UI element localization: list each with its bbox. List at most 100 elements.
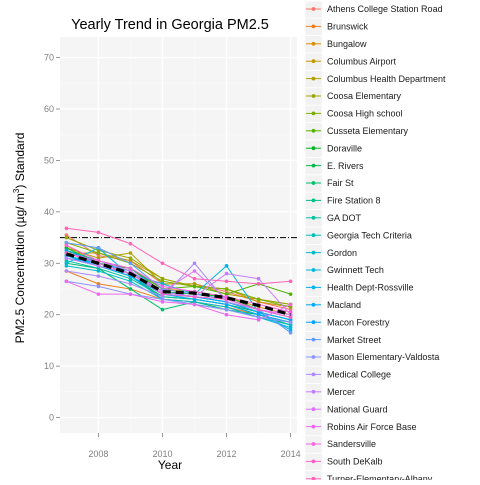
x-tick-label: 2008 [88,449,108,459]
y-tick-label: 0 [49,413,54,423]
data-point [288,320,293,325]
mean-trend-line [65,252,292,317]
y-axis-label-superscript: 3 [12,188,21,193]
x-tick-label: 2010 [152,449,172,459]
legend-label: South DeKalb [327,457,383,467]
axis-tick-labels: 0 10 20 30 40 50 60 70 2008 2010 2012 2014 [44,53,301,459]
legend-item: Georgia Tech Criteria [304,226,412,245]
legend-key-point [311,407,316,412]
legend-item: Doraville [304,139,362,158]
data-point [128,266,133,271]
legend-item: Mason Elementary-Valdosta [304,348,439,367]
series-line [66,252,291,318]
legend-label: Macon Forestry [327,317,390,327]
data-point [256,276,261,281]
legend-key-point [311,372,316,377]
legend-label: Georgia Tech Criteria [327,230,412,240]
legend-item: South DeKalb [304,453,383,471]
legend-key-point [311,285,316,290]
data-point [128,261,133,266]
data-point [192,282,197,286]
data-point [64,261,69,266]
data-point [160,307,165,312]
data-point [288,305,293,309]
legend-key-point [311,198,316,203]
legend-label: Brunswick [327,22,369,32]
series-lines [64,226,293,335]
data-point [192,302,197,307]
legend-key-point [311,94,316,98]
legend-label: Columbus Health Department [327,74,446,84]
legend-item: Medical College [304,366,391,384]
y-tick-label: 50 [44,155,54,165]
legend-key-point [311,355,316,359]
legend-key-point [311,215,316,220]
data-point [64,256,69,260]
legend-label: Macland [327,300,361,310]
data-point [288,307,293,312]
legend-key-point [311,459,316,464]
legend-key-point [311,250,316,255]
legend-item: Sandersville [304,435,376,454]
legend: Athens College Station Road Brunswick Bung… [304,0,446,485]
legend-item: Robins Air Force Base [304,418,417,436]
y-axis-label: PM2.5 Concentration (µg/ m3) Standard [12,133,27,344]
legend-key-point [311,163,316,168]
legend-key-point [311,442,316,446]
legend-item: Coosa Elementary [304,87,402,106]
legend-key-point [311,59,316,64]
series-line [66,280,291,323]
legend-label: GA DOT [327,213,362,223]
legend-item: Fair St [304,174,354,193]
data-point [224,264,229,268]
legend-label: Turner-Elementary-Albany [327,474,433,480]
data-point [160,300,165,304]
y-tick-label: 10 [44,361,54,371]
legend-label: Gordon [327,248,357,258]
data-point [128,279,133,284]
data-point [64,226,69,231]
data-point [224,312,229,317]
legend-item: E. Rivers [304,157,364,175]
data-point [64,258,69,263]
legend-item: Market Street [304,331,382,349]
y-tick-label: 30 [44,258,54,268]
data-point [224,279,229,284]
data-point [160,279,165,284]
series-line [66,280,291,321]
data-point [256,312,261,317]
y-axis-label-prefix: PM2.5 Concentration (µg/ m [13,193,27,343]
legend-item: Turner-Elementary-Albany [304,470,433,485]
legend-label: Bungalow [327,39,367,49]
y-tick-label: 20 [44,310,54,320]
data-point [64,279,69,284]
data-point [288,310,293,314]
legend-item: Columbus Health Department [304,70,446,88]
data-point [288,292,293,296]
legend-item: Brunswick [304,18,369,36]
data-point [96,230,101,235]
data-point [64,248,69,253]
data-point [288,302,293,307]
series-line [66,227,291,285]
data-point [288,279,293,284]
data-point [96,256,101,260]
data-point [128,287,133,291]
data-point [64,235,69,240]
data-point [192,294,197,299]
data-point [96,266,101,271]
data-point [224,289,229,294]
legend-key-point [311,41,316,46]
data-point [96,282,101,286]
legend-label: National Guard [327,404,388,414]
data-point [224,271,229,276]
data-point [160,282,165,286]
legend-label: Mason Elementary-Valdosta [327,352,439,362]
legend-key-point [311,24,316,29]
legend-item: Macon Forestry [304,313,390,332]
data-point [160,284,165,289]
legend-label: Athens College Station Road [327,4,443,14]
data-point [96,248,101,253]
data-point [256,300,261,304]
